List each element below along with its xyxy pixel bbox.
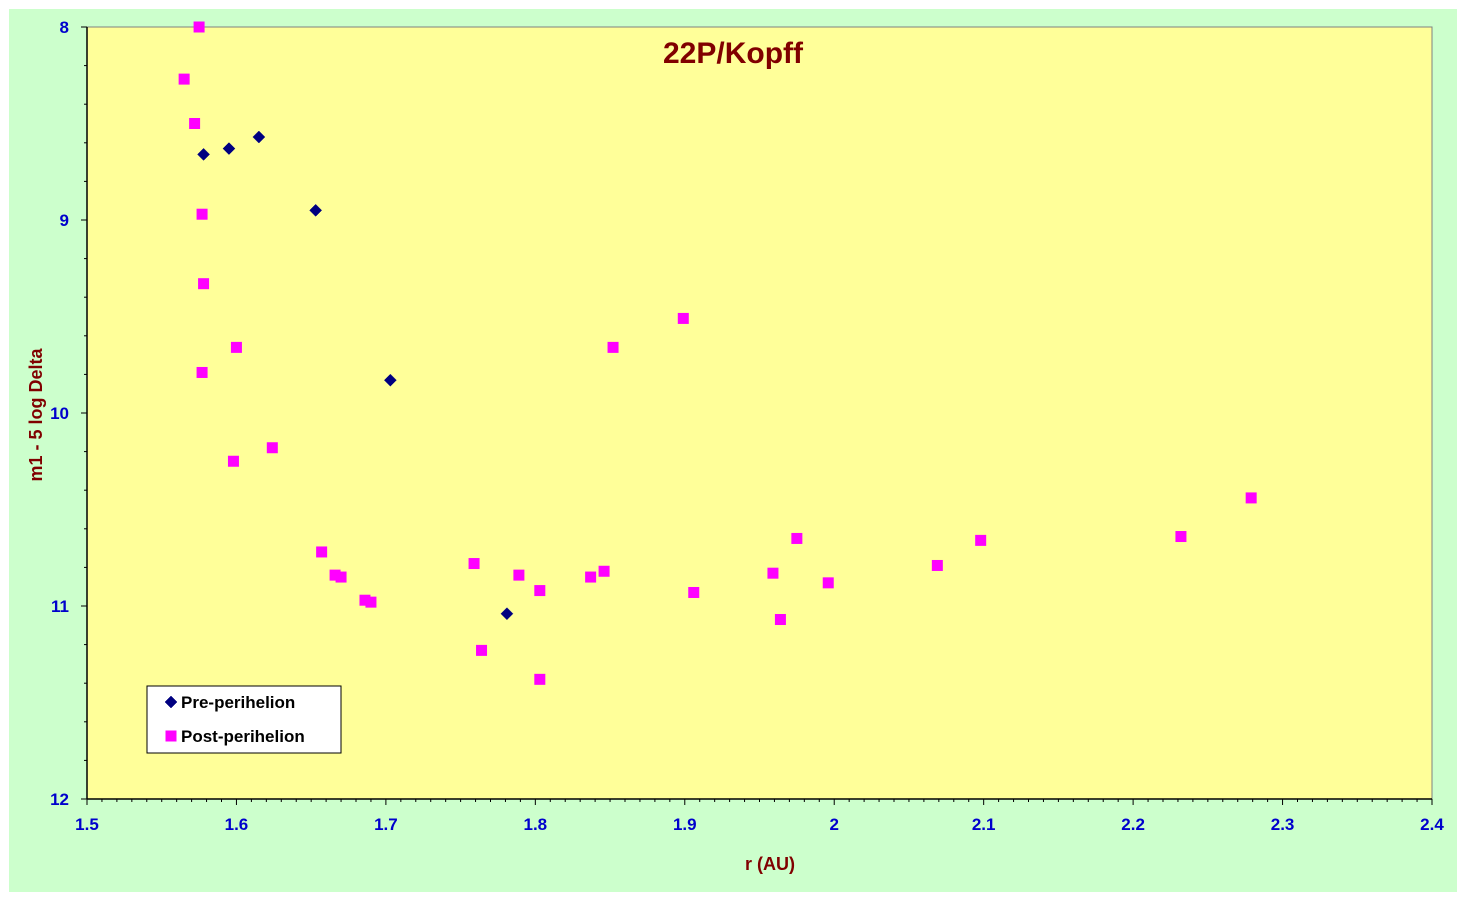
post-perihelion-point (335, 571, 347, 583)
x-axis-ticks: 1.5 1.6 1.7 1.8 1.9 2 2.1 2.2 2.3 2.4 (75, 799, 1444, 834)
x-tick-label: 1.8 (524, 815, 548, 834)
post-perihelion-point (189, 118, 201, 129)
y-axis-title: m1 - 5 log Delta (26, 347, 46, 481)
y-tick-label: 8 (60, 18, 69, 37)
post-perihelion-point (359, 594, 371, 606)
legend: Pre-perihelion Post-perihelion (146, 685, 342, 754)
post-perihelion-point (585, 571, 597, 583)
post-perihelion-point (316, 546, 328, 558)
post-perihelion-point (534, 673, 546, 685)
y-tick-label: 10 (50, 404, 69, 423)
post-perihelion-point (178, 73, 190, 85)
post-perihelion-point (365, 596, 377, 608)
post-perihelion-point (931, 559, 943, 571)
x-tick-label: 1.9 (673, 815, 697, 834)
pre-perihelion-point (500, 607, 514, 621)
post-perihelion-point (688, 586, 700, 598)
x-tick-label: 2.2 (1121, 815, 1145, 834)
x-tick-label: 1.5 (75, 815, 99, 834)
post-perihelion-point (476, 644, 488, 656)
pre-perihelion-point (384, 373, 397, 387)
legend-box (146, 685, 342, 754)
post-perihelion-point (227, 455, 239, 467)
post-perihelion-point (975, 534, 987, 546)
legend-label: Post-perihelion (181, 727, 305, 746)
post-perihelion-point (598, 565, 610, 577)
x-tick-label: 1.7 (374, 815, 398, 834)
post-perihelion-point (1245, 492, 1257, 504)
data-points (178, 21, 1257, 685)
post-perihelion-point (822, 577, 834, 589)
post-perihelion-point (196, 208, 208, 220)
post-perihelion-point (791, 532, 803, 544)
post-perihelion-point (198, 278, 210, 290)
x-axis-title: r (AU) (745, 854, 795, 874)
y-tick-label: 12 (50, 790, 69, 809)
y-axis-ticks: 8 9 10 11 12 (50, 18, 87, 809)
post-perihelion-point (677, 312, 689, 324)
x-tick-label: 2.1 (972, 815, 996, 834)
chart-title: 22P/Kopff (663, 37, 804, 70)
y-tick-label: 11 (51, 597, 69, 616)
legend-label: Pre-perihelion (181, 693, 295, 712)
x-tick-label: 2 (829, 815, 838, 834)
legend-marker (164, 695, 178, 709)
x-tick-label: 2.3 (1271, 815, 1295, 834)
post-perihelion-point (767, 567, 779, 579)
post-perihelion-point (196, 366, 208, 378)
legend-marker (165, 730, 177, 742)
x-tick-label: 1.6 (225, 815, 249, 834)
pre-perihelion-point (252, 130, 266, 144)
post-perihelion-point (774, 614, 786, 626)
post-perihelion-point (607, 341, 619, 353)
post-perihelion-point (329, 569, 341, 581)
post-perihelion-point (513, 569, 525, 581)
post-perihelion-point (230, 341, 242, 353)
post-perihelion-point (266, 442, 278, 454)
plot-area (86, 26, 1433, 800)
post-perihelion-point (534, 585, 546, 597)
y-tick-label: 9 (60, 211, 69, 230)
post-perihelion-point (1175, 531, 1187, 543)
pre-perihelion-point (222, 142, 236, 155)
x-tick-label: 2.4 (1420, 815, 1444, 834)
pre-perihelion-point (309, 203, 323, 217)
post-perihelion-point (468, 558, 480, 570)
pre-perihelion-point (197, 148, 210, 161)
post-perihelion-point (193, 21, 205, 33)
